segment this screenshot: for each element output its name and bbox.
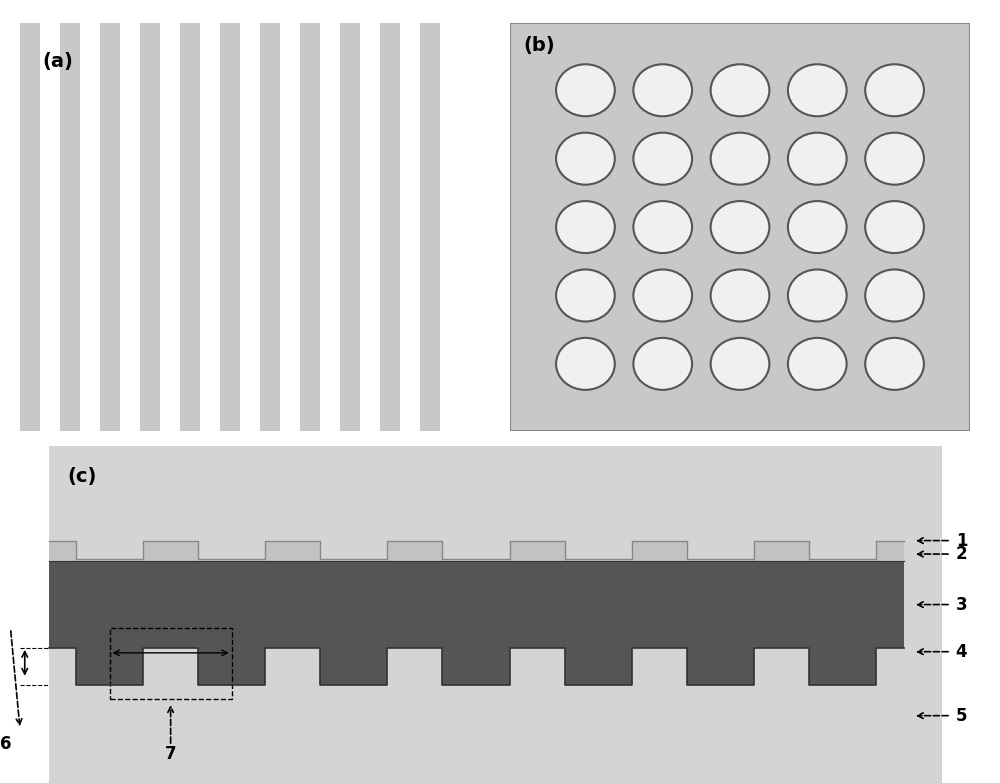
Ellipse shape bbox=[633, 338, 692, 390]
Ellipse shape bbox=[865, 64, 924, 116]
Bar bbox=[400, 23, 420, 431]
Text: 5: 5 bbox=[956, 707, 967, 724]
Bar bbox=[340, 23, 360, 431]
Ellipse shape bbox=[711, 269, 769, 322]
Ellipse shape bbox=[633, 269, 692, 322]
Ellipse shape bbox=[865, 201, 924, 253]
Ellipse shape bbox=[711, 132, 769, 185]
Ellipse shape bbox=[556, 64, 615, 116]
Bar bbox=[120, 23, 140, 431]
Text: 2: 2 bbox=[956, 545, 967, 563]
Bar bbox=[440, 23, 460, 431]
Polygon shape bbox=[48, 561, 904, 685]
Ellipse shape bbox=[556, 338, 615, 390]
Bar bbox=[140, 23, 160, 431]
Ellipse shape bbox=[711, 64, 769, 116]
Ellipse shape bbox=[788, 269, 847, 322]
Bar bbox=[20, 23, 40, 431]
Ellipse shape bbox=[711, 201, 769, 253]
Ellipse shape bbox=[633, 64, 692, 116]
Bar bbox=[80, 23, 100, 431]
Text: (a): (a) bbox=[42, 52, 73, 71]
Ellipse shape bbox=[788, 338, 847, 390]
Bar bbox=[220, 23, 240, 431]
Bar bbox=[100, 23, 120, 431]
Bar bbox=[60, 23, 80, 431]
Bar bbox=[380, 23, 400, 431]
Bar bbox=[360, 23, 380, 431]
Ellipse shape bbox=[788, 64, 847, 116]
Text: 6: 6 bbox=[0, 735, 12, 753]
Ellipse shape bbox=[633, 201, 692, 253]
Polygon shape bbox=[48, 540, 904, 561]
Bar bbox=[40, 23, 60, 431]
Ellipse shape bbox=[865, 132, 924, 185]
Bar bbox=[110, 628, 232, 698]
Ellipse shape bbox=[788, 132, 847, 185]
Ellipse shape bbox=[556, 201, 615, 253]
Bar bbox=[200, 23, 220, 431]
Bar bbox=[420, 23, 440, 431]
Ellipse shape bbox=[788, 201, 847, 253]
Text: 3: 3 bbox=[956, 596, 967, 614]
Ellipse shape bbox=[865, 269, 924, 322]
Text: (c): (c) bbox=[68, 467, 97, 485]
Text: (b): (b) bbox=[524, 36, 555, 55]
Ellipse shape bbox=[711, 338, 769, 390]
Bar bbox=[280, 23, 300, 431]
Text: 4: 4 bbox=[956, 643, 967, 661]
Bar bbox=[320, 23, 340, 431]
Bar bbox=[300, 23, 320, 431]
Ellipse shape bbox=[556, 269, 615, 322]
Text: 7: 7 bbox=[165, 745, 176, 763]
Ellipse shape bbox=[556, 132, 615, 185]
Ellipse shape bbox=[865, 338, 924, 390]
Bar bbox=[260, 23, 280, 431]
Bar bbox=[180, 23, 200, 431]
Bar bbox=[240, 23, 260, 431]
Bar bbox=[160, 23, 180, 431]
Ellipse shape bbox=[633, 132, 692, 185]
Text: 1: 1 bbox=[956, 532, 967, 550]
